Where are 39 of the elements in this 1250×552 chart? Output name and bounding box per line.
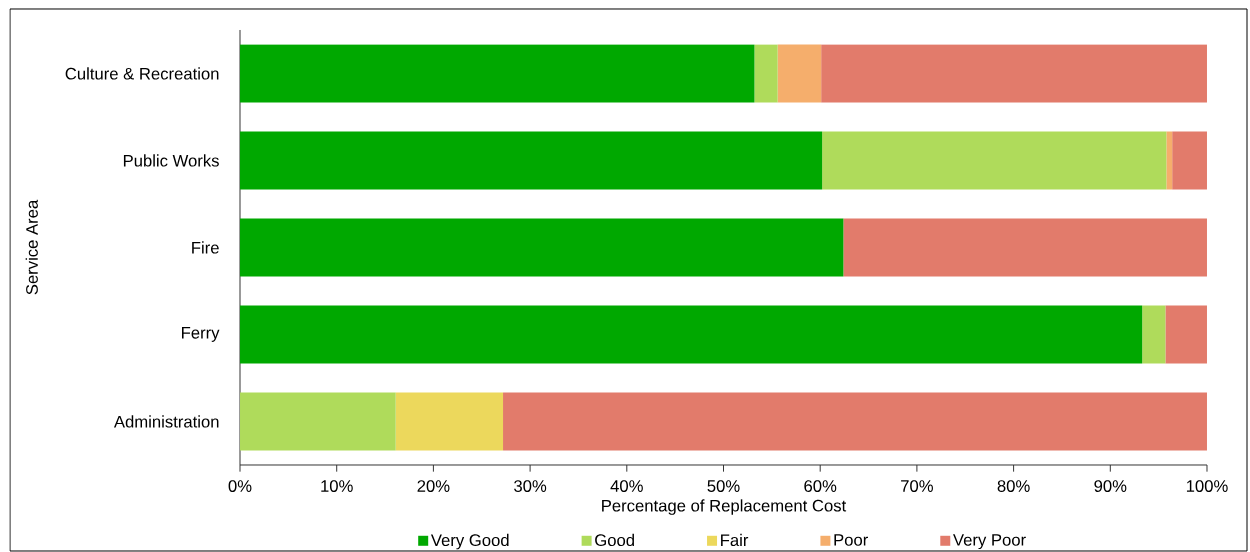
x-tick-label: 40% — [610, 480, 643, 492]
x-tick-label: 20% — [417, 480, 450, 492]
y-tick-label: Fire — [192, 241, 219, 254]
bar — [822, 131, 1167, 190]
x-tick-label: 80% — [997, 480, 1030, 492]
bar — [240, 305, 1143, 364]
x-tick-label: 30% — [514, 480, 547, 492]
bar — [395, 392, 504, 451]
bar — [1172, 131, 1207, 190]
bar — [754, 44, 778, 103]
y-tick-label: Public Works — [123, 154, 219, 167]
bar — [1142, 305, 1166, 364]
x-axis-title: Percentage of Replacement Cost — [602, 499, 847, 515]
legend-label: Fair — [721, 533, 749, 547]
bar — [240, 218, 844, 277]
x-tick-label: 10% — [321, 480, 353, 492]
x-tick-label: 60% — [804, 480, 837, 492]
bar — [240, 131, 823, 190]
bar — [821, 44, 1207, 103]
bar — [777, 44, 822, 103]
x-tick-label: 50% — [707, 480, 740, 492]
legend-label: Very Poor — [953, 534, 1026, 550]
x-tick-label: 0% — [228, 480, 252, 492]
bar — [240, 44, 755, 103]
legend-label: Very Good — [430, 533, 509, 550]
x-tick-label: 90% — [1094, 480, 1127, 492]
y-tick-label: Administration — [113, 415, 219, 428]
x-tick-label: 100% — [1186, 480, 1228, 492]
bar — [503, 392, 1207, 451]
legend-label: Poor — [834, 534, 868, 546]
x-tick-label: 70% — [901, 480, 933, 492]
bar — [1165, 305, 1207, 364]
bar — [240, 392, 396, 451]
bar — [1166, 131, 1173, 190]
y-axis-title: Service Area — [25, 199, 38, 295]
bar — [843, 218, 1207, 277]
y-tick-label: Ferry — [182, 327, 220, 342]
y-tick-label: Culture & Recreation — [65, 67, 219, 80]
legend-label: Good — [595, 533, 634, 547]
